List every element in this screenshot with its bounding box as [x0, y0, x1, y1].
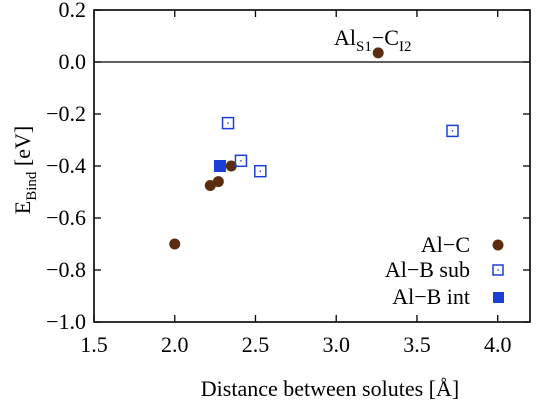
plot-frame — [93, 9, 531, 323]
x-axis-label: Distance between solutes [Å] — [201, 376, 459, 401]
legend-label-al-b-int: Al−B int — [392, 284, 470, 309]
data-point-al-b-sub-dot — [240, 160, 242, 162]
y-tick-label: 0.2 — [59, 0, 87, 22]
x-tick-label: 2.0 — [161, 332, 189, 357]
legend-label-al-b-sub: Al−B sub — [385, 257, 470, 282]
data-point-al-b-sub-dot — [227, 122, 229, 124]
x-tick-label: 2.5 — [242, 332, 270, 357]
point-annotation: AlS1−CI2 — [334, 25, 411, 55]
data-point-al-b-sub-dot — [451, 130, 454, 132]
data-point-al-b-int — [213, 160, 226, 172]
x-tick-label: 3.5 — [403, 332, 431, 357]
data-point-al-c — [169, 238, 181, 250]
data-point-al-b-sub — [221, 116, 235, 130]
legend-label-al-c: Al−C — [421, 232, 470, 257]
legend-marker-al-b-sub — [492, 264, 504, 276]
data-point-al-b-sub — [446, 124, 459, 138]
data-point-al-c — [212, 176, 224, 188]
data-point-al-c — [225, 160, 237, 172]
x-tick-label: 1.5 — [80, 332, 108, 357]
data-point-al-b-sub-dot — [259, 170, 262, 172]
y-tick-label: −0.8 — [46, 257, 86, 282]
y-tick-label: −0.2 — [46, 101, 86, 126]
data-point-al-b-sub — [254, 164, 267, 178]
y-tick-label: −1.0 — [46, 309, 86, 334]
legend-marker-al-b-int — [493, 292, 504, 303]
y-tick-label: −0.4 — [46, 153, 86, 178]
y-tick-label: 0.0 — [59, 49, 87, 74]
legend-marker-al-c — [492, 239, 504, 251]
x-tick-label: 4.0 — [484, 332, 512, 357]
legend: Al−C Al−B sub Al−B int — [385, 232, 504, 309]
x-tick-label: 3.0 — [322, 332, 350, 357]
data-point-al-b-sub — [234, 154, 248, 168]
y-tick-label: −0.6 — [46, 205, 86, 230]
data-point-al-c — [372, 47, 384, 59]
y-axis-label: EBind [eV] — [10, 126, 40, 214]
